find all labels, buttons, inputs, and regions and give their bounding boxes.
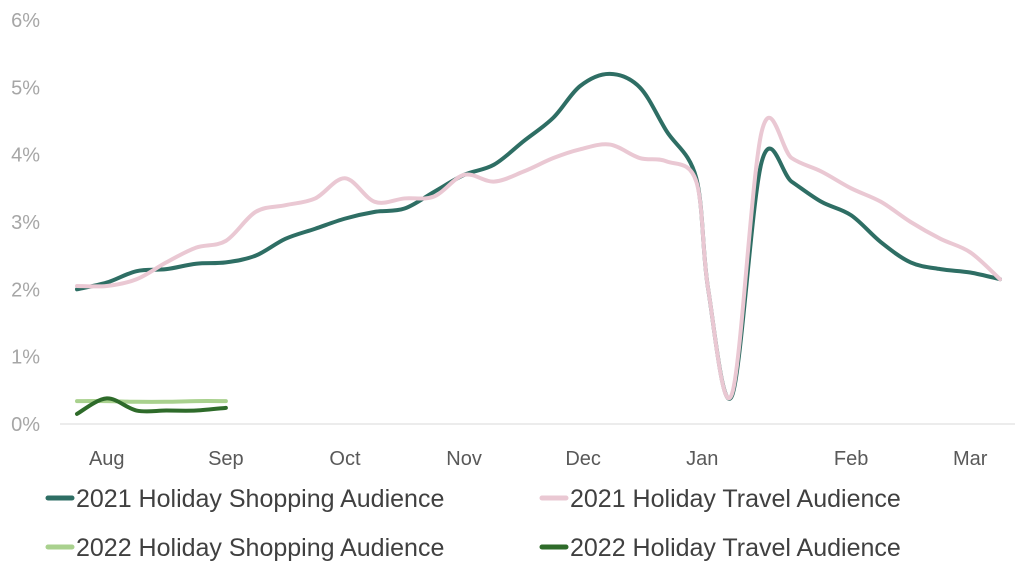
- x-tick-label: Nov: [446, 448, 482, 470]
- y-tick-label: 1%: [11, 347, 40, 369]
- x-tick-label: Aug: [89, 448, 125, 470]
- y-tick-label: 2%: [11, 279, 40, 301]
- x-tick-label: Sep: [208, 448, 244, 470]
- y-tick-label: 0%: [11, 414, 40, 436]
- x-tick-label: Dec: [565, 448, 601, 470]
- y-tick-label: 3%: [11, 212, 40, 234]
- legend-label: 2022 Holiday Shopping Audience: [76, 534, 444, 562]
- legend-label: 2021 Holiday Shopping Audience: [76, 485, 444, 513]
- series-line-2021-holiday-shopping-audience: [75, 71, 1002, 401]
- series-line-2021-holiday-travel-audience: [75, 115, 1002, 400]
- series-line-2022-holiday-travel-audience: [75, 396, 228, 416]
- x-tick-label: Oct: [329, 448, 361, 470]
- x-tick-label: Jan: [686, 448, 718, 470]
- legend-label: 2021 Holiday Travel Audience: [570, 485, 901, 513]
- y-tick-label: 4%: [11, 145, 40, 167]
- legend-label: 2022 Holiday Travel Audience: [570, 534, 901, 562]
- y-tick-label: 5%: [11, 77, 40, 99]
- y-tick-label: 6%: [11, 10, 40, 32]
- series-line-2022-holiday-shopping-audience: [75, 399, 228, 404]
- x-tick-label: Feb: [834, 448, 868, 470]
- y-axis-ticks: 0% 1% 2% 3% 4% 5% 6%: [11, 10, 40, 436]
- series-lines: [75, 71, 1002, 416]
- legend: 2021 Holiday Shopping Audience 2021 Holid…: [45, 485, 901, 562]
- x-tick-label: Mar: [953, 448, 988, 470]
- x-axis-ticks: Aug Sep Oct Nov Dec Jan Feb Mar: [89, 448, 988, 470]
